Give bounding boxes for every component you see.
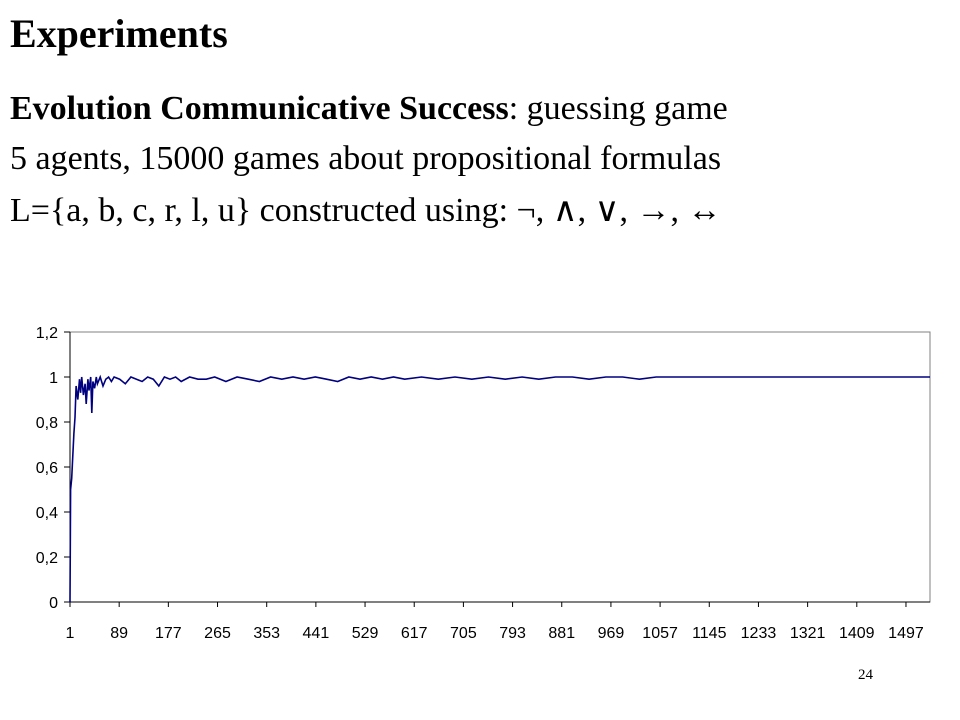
x-tick-label: 1409 <box>839 625 875 642</box>
language-line: L={a, b, c, r, l, u} constructed using: … <box>10 192 722 229</box>
page-number: 24 <box>858 667 873 683</box>
y-axis-ticks: 0 0,2 0,4 0,6 0,8 1 1,2 <box>36 325 70 612</box>
y-tick-label: 0,8 <box>36 415 58 432</box>
y-tick-label: 0,4 <box>36 505 58 522</box>
y-tick-label: 0,6 <box>36 460 58 477</box>
subtitle-line: Evolution Communicative Success: guessin… <box>10 90 728 127</box>
x-tick-label: 705 <box>450 625 477 642</box>
x-tick-label: 969 <box>598 625 625 642</box>
success-chart: 0 0,2 0,4 0,6 0,8 1 1,2 1 89 177 265 353 441 529 617 7… <box>36 325 931 642</box>
x-tick-label: 353 <box>253 625 280 642</box>
x-axis-ticks: 1 89 177 265 353 441 529 617 705 793 881 969 1057 114… <box>66 602 924 642</box>
y-tick-label: 0 <box>49 595 58 612</box>
y-tick-label: 1 <box>49 370 58 387</box>
x-tick-label: 177 <box>155 625 182 642</box>
subtitle-rest: : guessing game <box>508 90 728 127</box>
x-tick-label: 265 <box>204 625 231 642</box>
series-line <box>69 374 930 603</box>
y-tick-label: 0,2 <box>36 550 58 567</box>
x-tick-label: 793 <box>499 625 526 642</box>
y-tick-label: 1,2 <box>36 325 58 342</box>
plot-area <box>69 331 931 603</box>
x-tick-label: 881 <box>548 625 575 642</box>
x-tick-label: 89 <box>110 625 128 642</box>
x-tick-label: 1321 <box>790 625 826 642</box>
x-tick-label: 441 <box>303 625 330 642</box>
slide-title: Experiments <box>10 11 228 56</box>
x-tick-label: 617 <box>401 625 428 642</box>
x-tick-label: 1 <box>66 625 75 642</box>
x-tick-label: 1497 <box>888 625 924 642</box>
subtitle-bold: Evolution Communicative Success <box>10 90 509 127</box>
x-tick-label: 1233 <box>741 625 777 642</box>
x-tick-label: 1145 <box>692 625 727 642</box>
x-tick-label: 529 <box>352 625 379 642</box>
x-tick-label: 1057 <box>642 625 678 642</box>
setup-line: 5 agents, 15000 games about propositiona… <box>10 140 722 177</box>
